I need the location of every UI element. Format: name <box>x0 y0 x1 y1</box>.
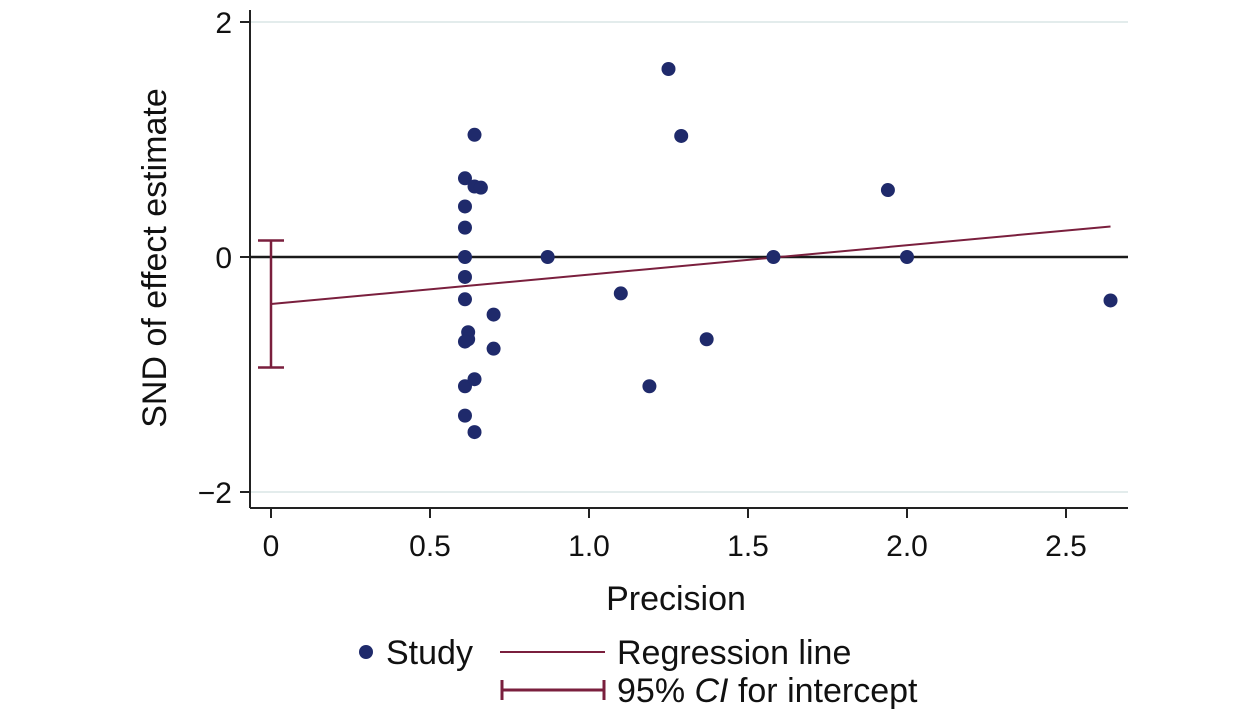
study-point <box>467 425 482 440</box>
study-point <box>642 379 657 394</box>
study-point <box>457 171 472 186</box>
legend-study-marker <box>359 645 373 659</box>
study-point <box>613 286 628 301</box>
x-axis-title: Precision <box>606 580 746 618</box>
study-point <box>457 408 472 423</box>
study-point <box>457 269 472 284</box>
y-tick-label: −2 <box>198 477 232 510</box>
x-tick-label: 0 <box>263 530 280 563</box>
legend-ci-suffix: for intercept <box>729 672 919 710</box>
study-point <box>880 183 895 198</box>
study-point <box>1103 293 1118 308</box>
regression-line <box>270 225 1111 305</box>
study-point <box>457 334 472 349</box>
study-point <box>486 341 501 356</box>
x-tick-label: 1.5 <box>727 530 769 563</box>
legend: Study Regression line 95% CI for interce… <box>359 634 918 710</box>
study-point <box>473 180 488 195</box>
y-tick-label: 0 <box>215 242 232 275</box>
study-point <box>674 128 689 143</box>
study-point <box>457 199 472 214</box>
study-point <box>661 62 676 76</box>
legend-study-label: Study <box>386 634 473 672</box>
study-points <box>457 62 1118 440</box>
legend-ci-italic: CI <box>695 672 730 710</box>
study-point <box>540 250 555 264</box>
study-point <box>457 220 472 235</box>
study-point <box>457 292 472 307</box>
axes <box>240 10 1128 518</box>
study-point <box>766 250 781 264</box>
legend-ci-label: 95% CI for intercept <box>617 672 918 710</box>
y-axis-title: SND of effect estimate <box>136 88 174 428</box>
study-point <box>467 372 482 387</box>
legend-ci-swatch <box>500 680 606 700</box>
study-point <box>457 250 472 264</box>
study-point <box>457 379 472 394</box>
tick-labels: −2 0 2 0 0.5 1.0 1.5 2.0 2.5 <box>198 7 1087 563</box>
study-point <box>467 127 482 142</box>
intercept-ci-group <box>258 239 284 369</box>
x-tick-label: 0.5 <box>409 530 451 563</box>
x-tick-label: 1.0 <box>568 530 610 563</box>
study-point <box>699 332 714 347</box>
regression-line-group <box>270 225 1111 305</box>
legend-regression-label: Regression line <box>617 634 851 672</box>
study-point <box>900 250 914 264</box>
legend-ci-prefix: 95% <box>617 672 695 710</box>
x-tick-label: 2.0 <box>886 530 928 563</box>
x-tick-label: 2.5 <box>1045 530 1087 563</box>
y-tick-label: 2 <box>215 7 232 40</box>
study-point <box>486 307 501 322</box>
